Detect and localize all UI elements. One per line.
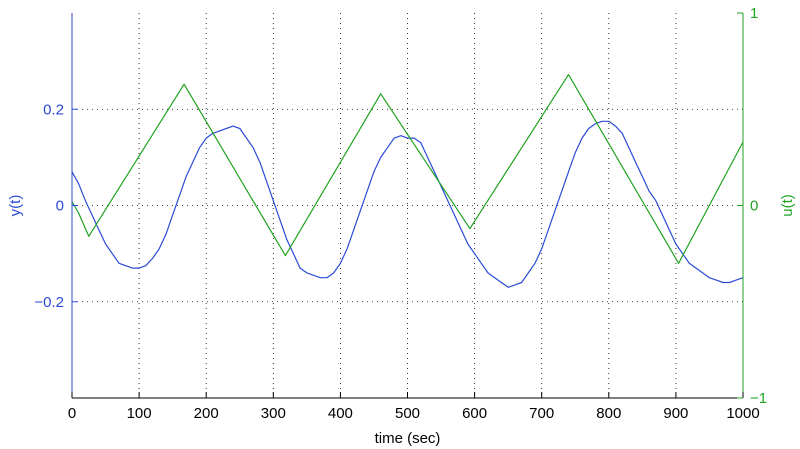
right-y-tick-label: 1 xyxy=(750,5,758,22)
left-y-axis-title: y(t) xyxy=(7,195,24,217)
left-y-tick-label: −0.2 xyxy=(34,294,64,311)
x-tick-label: 500 xyxy=(395,405,420,422)
series-line-u xyxy=(71,73,744,264)
x-tick-label: 900 xyxy=(663,405,688,422)
x-tick-label: 700 xyxy=(529,405,554,422)
series-layer xyxy=(71,73,744,288)
x-tick-label: 300 xyxy=(261,405,286,422)
tick-marks xyxy=(71,12,744,399)
x-tick-label: 200 xyxy=(194,405,219,422)
tick-labels: 0 100 200 300 400 500 600 700 800 900 1000 −0.2 0 0.2… xyxy=(34,5,767,422)
right-y-tick-label: 0 xyxy=(750,198,758,215)
series-line-y xyxy=(71,120,744,288)
x-tick-label: 0 xyxy=(68,405,76,422)
x-tick-label: 600 xyxy=(462,405,487,422)
x-tick-label: 100 xyxy=(127,405,152,422)
left-y-tick-label: 0 xyxy=(56,198,64,215)
x-axis-title: time (sec) xyxy=(375,430,441,447)
left-y-tick-label: 0.2 xyxy=(43,101,64,118)
right-y-axis-title: u(t) xyxy=(779,194,796,217)
x-tick-label: 800 xyxy=(596,405,621,422)
x-tick-label: 400 xyxy=(328,405,353,422)
right-y-tick-label: −1 xyxy=(750,390,767,407)
grid-lines xyxy=(72,13,743,398)
x-tick-label: 1000 xyxy=(726,405,759,422)
